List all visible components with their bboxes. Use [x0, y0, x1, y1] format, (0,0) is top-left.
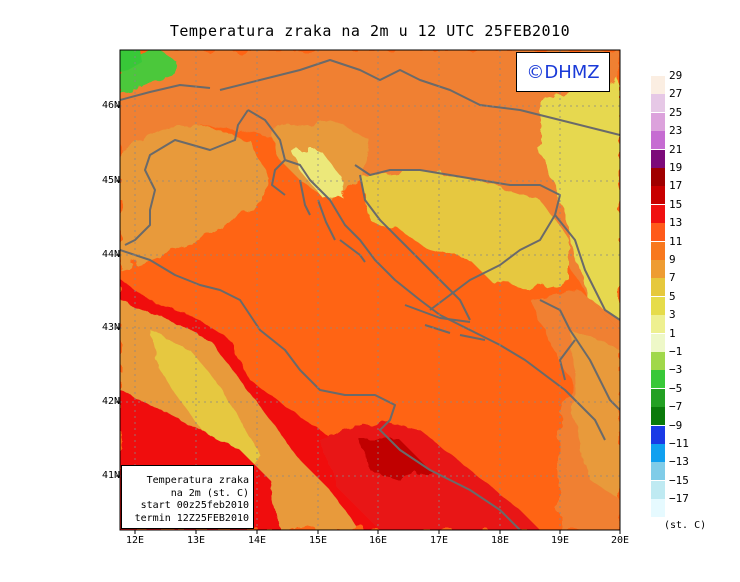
legend-swatch — [651, 131, 665, 150]
legend-label: −13 — [669, 455, 689, 469]
legend-swatch — [651, 94, 665, 113]
legend-swatch — [651, 315, 665, 334]
legend-swatch — [651, 499, 665, 518]
lat-label-44n: 44N — [101, 249, 120, 260]
lon-label-15e: 15E — [308, 535, 328, 546]
legend-swatch — [651, 370, 665, 389]
lon-label-14e: 14E — [247, 535, 267, 546]
lon-label-19e: 19E — [550, 535, 570, 546]
legend-label: 23 — [669, 124, 683, 138]
legend-label: −1 — [669, 345, 683, 358]
legend-label: −15 — [669, 473, 689, 487]
legend-label: −3 — [669, 363, 683, 377]
legend-swatch — [651, 480, 665, 499]
lon-label-12e: 12E — [125, 535, 145, 546]
grid — [120, 50, 620, 530]
lat-label-45n: 45N — [101, 175, 120, 186]
legend-label: 21 — [669, 142, 683, 156]
legend-label: 7 — [669, 271, 676, 285]
legend-swatch — [651, 223, 665, 242]
legend-label: 13 — [669, 216, 683, 230]
lon-label-17e: 17E — [429, 535, 449, 546]
legend-units: (st. C) — [664, 520, 707, 531]
legend-swatch — [651, 407, 665, 426]
legend-label: 1 — [669, 326, 676, 340]
legend-swatch — [651, 388, 665, 407]
lon-label-18e: 18E — [490, 535, 510, 546]
legend-label: −11 — [669, 437, 689, 450]
lat-label-46n: 46N — [101, 100, 120, 111]
legend-label: −9 — [669, 418, 683, 432]
legend-label: 19 — [669, 161, 683, 174]
map-frame — [119, 49, 621, 531]
legend-swatch — [651, 186, 665, 205]
legend-swatch — [651, 278, 665, 297]
legend-label: 17 — [669, 179, 683, 193]
legend-swatch — [651, 76, 665, 94]
dhmz-logo: ©DHMZ — [516, 52, 610, 92]
legend-label: 11 — [669, 234, 683, 248]
legend-swatch — [651, 333, 665, 352]
legend-swatch — [651, 352, 665, 370]
legend-swatch — [651, 296, 665, 315]
lat-label-42n: 42N — [101, 396, 120, 407]
info-line-units: na 2m (st. C) — [170, 487, 249, 499]
legend-label: 3 — [669, 308, 676, 322]
legend-swatch — [651, 425, 665, 444]
legend-swatch — [651, 462, 665, 481]
legend-swatch — [651, 168, 665, 186]
info-line-valid: termin 12Z25FEB2010 — [134, 512, 249, 524]
legend-label: −5 — [669, 381, 683, 395]
info-line-variable: Temperatura zraka — [146, 475, 249, 486]
legend-swatch — [651, 260, 665, 278]
lat-label-43n: 43N — [101, 322, 120, 333]
temperature-field — [120, 50, 620, 530]
lat-label-41n: 41N — [101, 470, 120, 481]
legend-swatch — [651, 444, 665, 462]
legend-label: 15 — [669, 197, 683, 211]
map-title: Temperatura zraka na 2m u 12 UTC 25FEB20… — [169, 22, 571, 40]
lon-label-13e: 13E — [186, 535, 206, 546]
legend-label: 5 — [669, 289, 676, 303]
lon-label-20e: 20E — [610, 535, 630, 546]
info-box: Temperatura zraka na 2m (st. C) start 00… — [121, 465, 254, 529]
legend-label: 25 — [669, 105, 683, 119]
legend-swatch — [651, 241, 665, 260]
legend-swatch — [651, 149, 665, 168]
legend-label: 29 — [669, 69, 683, 82]
legend-swatch — [651, 204, 665, 223]
legend-label: −17 — [669, 492, 689, 506]
lon-label-16e: 16E — [368, 535, 388, 546]
legend-label: 27 — [669, 87, 683, 101]
info-line-start: start 00z25feb2010 — [140, 500, 249, 511]
legend-label: −7 — [669, 400, 683, 414]
legend-label: 9 — [669, 253, 676, 266]
legend-swatch — [651, 112, 665, 131]
